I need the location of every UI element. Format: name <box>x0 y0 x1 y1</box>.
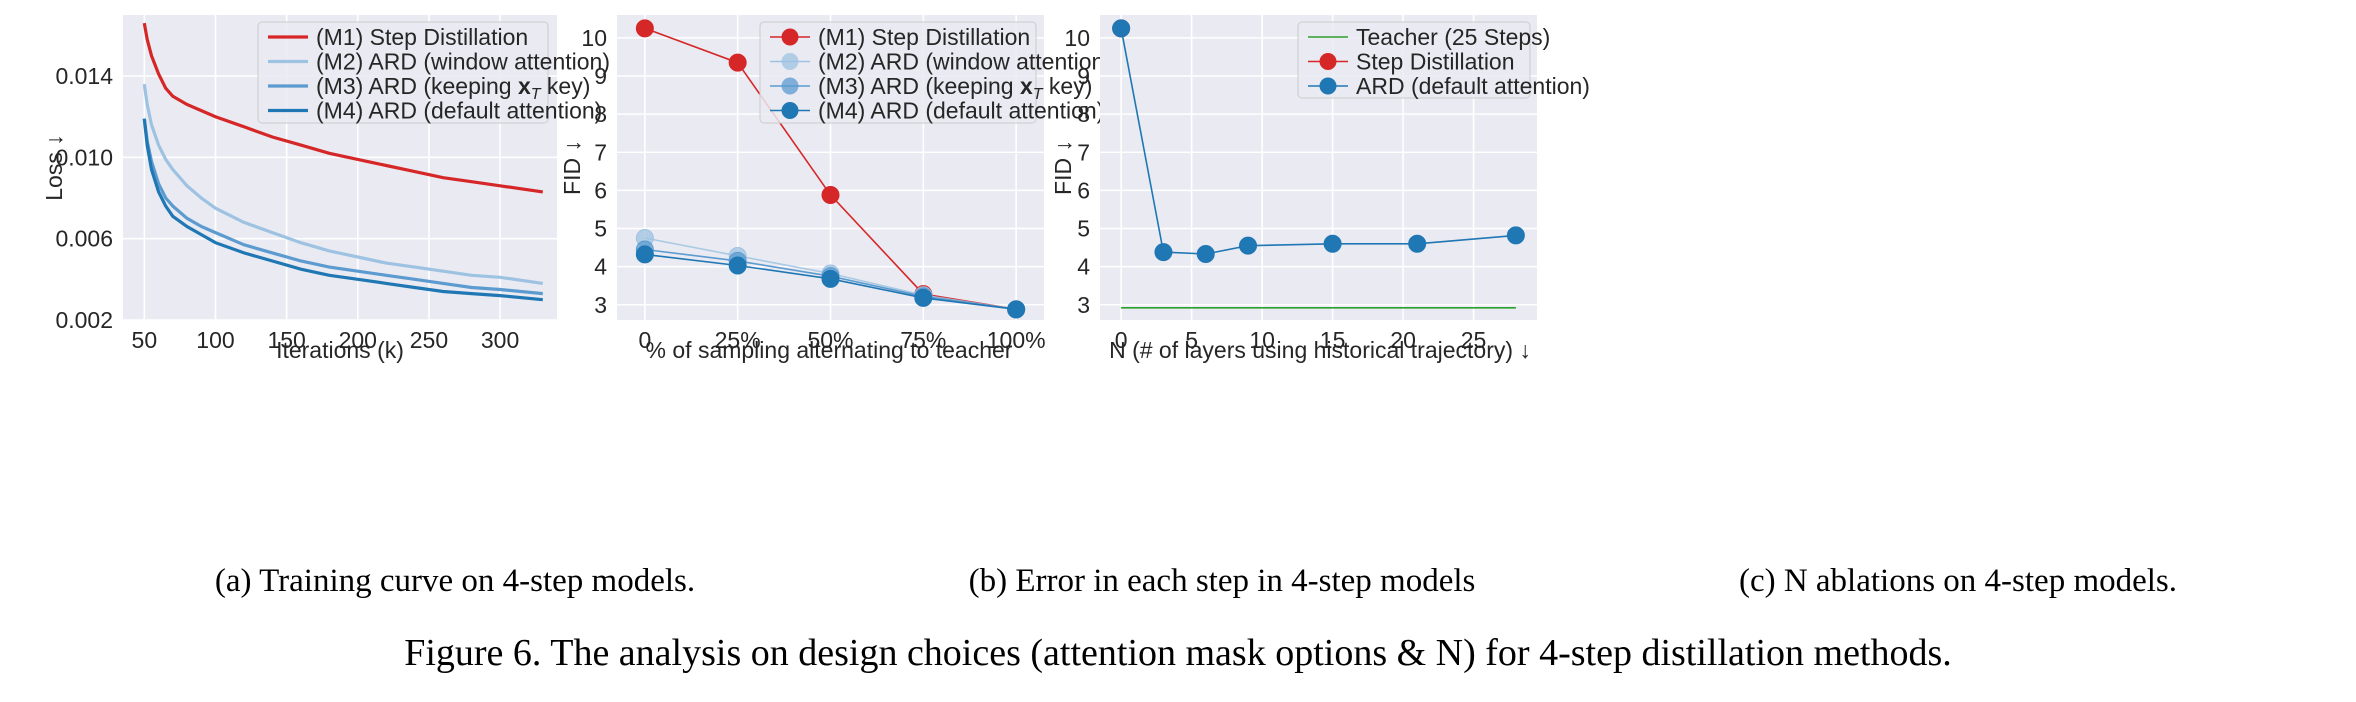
legend-box <box>257 21 549 124</box>
y-tick-label: 6 <box>594 177 607 203</box>
legend-entry: (M1) Step Distillation <box>818 24 1030 50</box>
x-axis-label: Iterations (k) <box>276 337 404 363</box>
legend-entry: Step Distillation <box>1356 49 1515 75</box>
legend-swatch-marker <box>1319 77 1337 95</box>
x-tick-label: 250 <box>410 327 448 353</box>
x-tick-label: 0 <box>638 327 651 353</box>
legend-swatch-marker <box>781 77 799 95</box>
chart-b: 0 25% 50% 75% 100% 3 4 5 6 7 8 9 10 % of sampling alt… <box>559 15 1112 363</box>
x-tick-label: 0 <box>1115 327 1128 353</box>
x-tick-label: 25 <box>1461 327 1487 353</box>
legend-entry: ARD (default attention) <box>1356 73 1590 99</box>
y-tick-label: 5 <box>1077 216 1090 242</box>
legend-swatch-marker <box>1319 53 1337 70</box>
x-tick-label: 20 <box>1390 327 1416 353</box>
legend-entry: (M2) ARD (window attention) <box>316 49 610 75</box>
legend-box <box>759 21 1037 124</box>
data-point <box>914 288 933 307</box>
x-axis-label: N (# of layers using historical trajecto… <box>1109 337 1531 363</box>
legend-swatch-marker <box>781 28 799 46</box>
x-axis-label: % of sampling alternating to teacher <box>646 337 1013 363</box>
caption-b: (b) Error in each step in 4-step models <box>969 563 1476 599</box>
x-tick-label: 15 <box>1320 327 1346 353</box>
series-line <box>142 22 544 194</box>
data-point <box>728 53 747 72</box>
legend-swatch-marker <box>781 53 799 70</box>
y-tick-label: 4 <box>594 254 607 280</box>
x-tick-label: 75% <box>900 327 946 353</box>
data-point <box>821 269 840 288</box>
x-tick-label: 50% <box>807 327 853 353</box>
chart-a: 50 100 150 200 250 300 0.002 0.006 0.010 0.014 Ite… <box>41 15 610 363</box>
y-axis-label: Loss ↓ <box>41 134 67 200</box>
data-point <box>1408 234 1427 253</box>
x-tick-label: 100 <box>196 327 234 353</box>
y-tick-label: 10 <box>1064 25 1090 51</box>
y-tick-label: 10 <box>581 25 607 51</box>
x-tick-label: 25% <box>715 327 761 353</box>
data-point <box>728 256 747 275</box>
data-point <box>1506 226 1525 245</box>
y-tick-label: 9 <box>1077 63 1090 89</box>
data-point <box>1112 19 1131 38</box>
y-tick-label: 0.010 <box>55 144 113 170</box>
data-point <box>1007 300 1026 319</box>
y-tick-label: 9 <box>594 63 607 89</box>
data-point <box>1323 234 1342 253</box>
data-point <box>1196 245 1215 264</box>
data-point <box>1239 236 1258 255</box>
data-point <box>635 19 654 38</box>
caption-c: (c) N ablations on 4-step models. <box>1739 563 2177 599</box>
series-line <box>142 83 544 285</box>
data-point <box>635 245 654 264</box>
legend-swatch-marker <box>781 102 799 119</box>
x-tick-label: 10 <box>1249 327 1275 353</box>
x-tick-label: 200 <box>339 327 377 353</box>
legend-entry: (M3) ARD (keeping xT key) <box>818 73 1092 103</box>
y-tick-label: 0.014 <box>55 63 113 89</box>
y-tick-label: 7 <box>594 139 607 165</box>
legend-entry: (M4) ARD (default attention) <box>818 98 1104 124</box>
y-tick-label: 0.006 <box>55 226 113 252</box>
y-tick-label: 7 <box>1077 139 1090 165</box>
legend-box <box>1297 21 1531 99</box>
data-point <box>821 185 840 204</box>
y-tick-label: 6 <box>1077 177 1090 203</box>
x-tick-label: 300 <box>481 327 519 353</box>
series-line <box>142 118 543 302</box>
y-axis-label: FID ↓ <box>1050 140 1076 195</box>
x-tick-label: 100% <box>987 327 1046 353</box>
x-tick-label: 50 <box>132 327 158 353</box>
y-tick-label: 3 <box>1077 292 1090 318</box>
legend-entry: (M3) ARD (keeping xT key) <box>316 73 590 103</box>
y-tick-label: 0.002 <box>55 307 113 333</box>
legend-entry: (M2) ARD (window attention) <box>818 49 1112 75</box>
y-tick-label: 8 <box>1077 101 1090 127</box>
legend-entry: (M1) Step Distillation <box>316 24 528 50</box>
y-tick-label: 8 <box>594 101 607 127</box>
x-tick-label: 5 <box>1185 327 1198 353</box>
caption-a: (a) Training curve on 4-step models. <box>215 563 695 599</box>
y-tick-label: 5 <box>594 216 607 242</box>
y-tick-label: 3 <box>594 292 607 318</box>
legend-entry: (M4) ARD (default attention) <box>316 98 602 124</box>
figure-caption: Figure 6. The analysis on design choices… <box>404 632 1952 674</box>
series-line <box>142 118 543 296</box>
y-axis-label: FID ↓ <box>559 140 585 195</box>
legend-entry: Teacher (25 Steps) <box>1356 24 1550 50</box>
data-point <box>1154 243 1173 262</box>
y-tick-label: 4 <box>1077 254 1090 280</box>
x-tick-label: 150 <box>267 327 305 353</box>
